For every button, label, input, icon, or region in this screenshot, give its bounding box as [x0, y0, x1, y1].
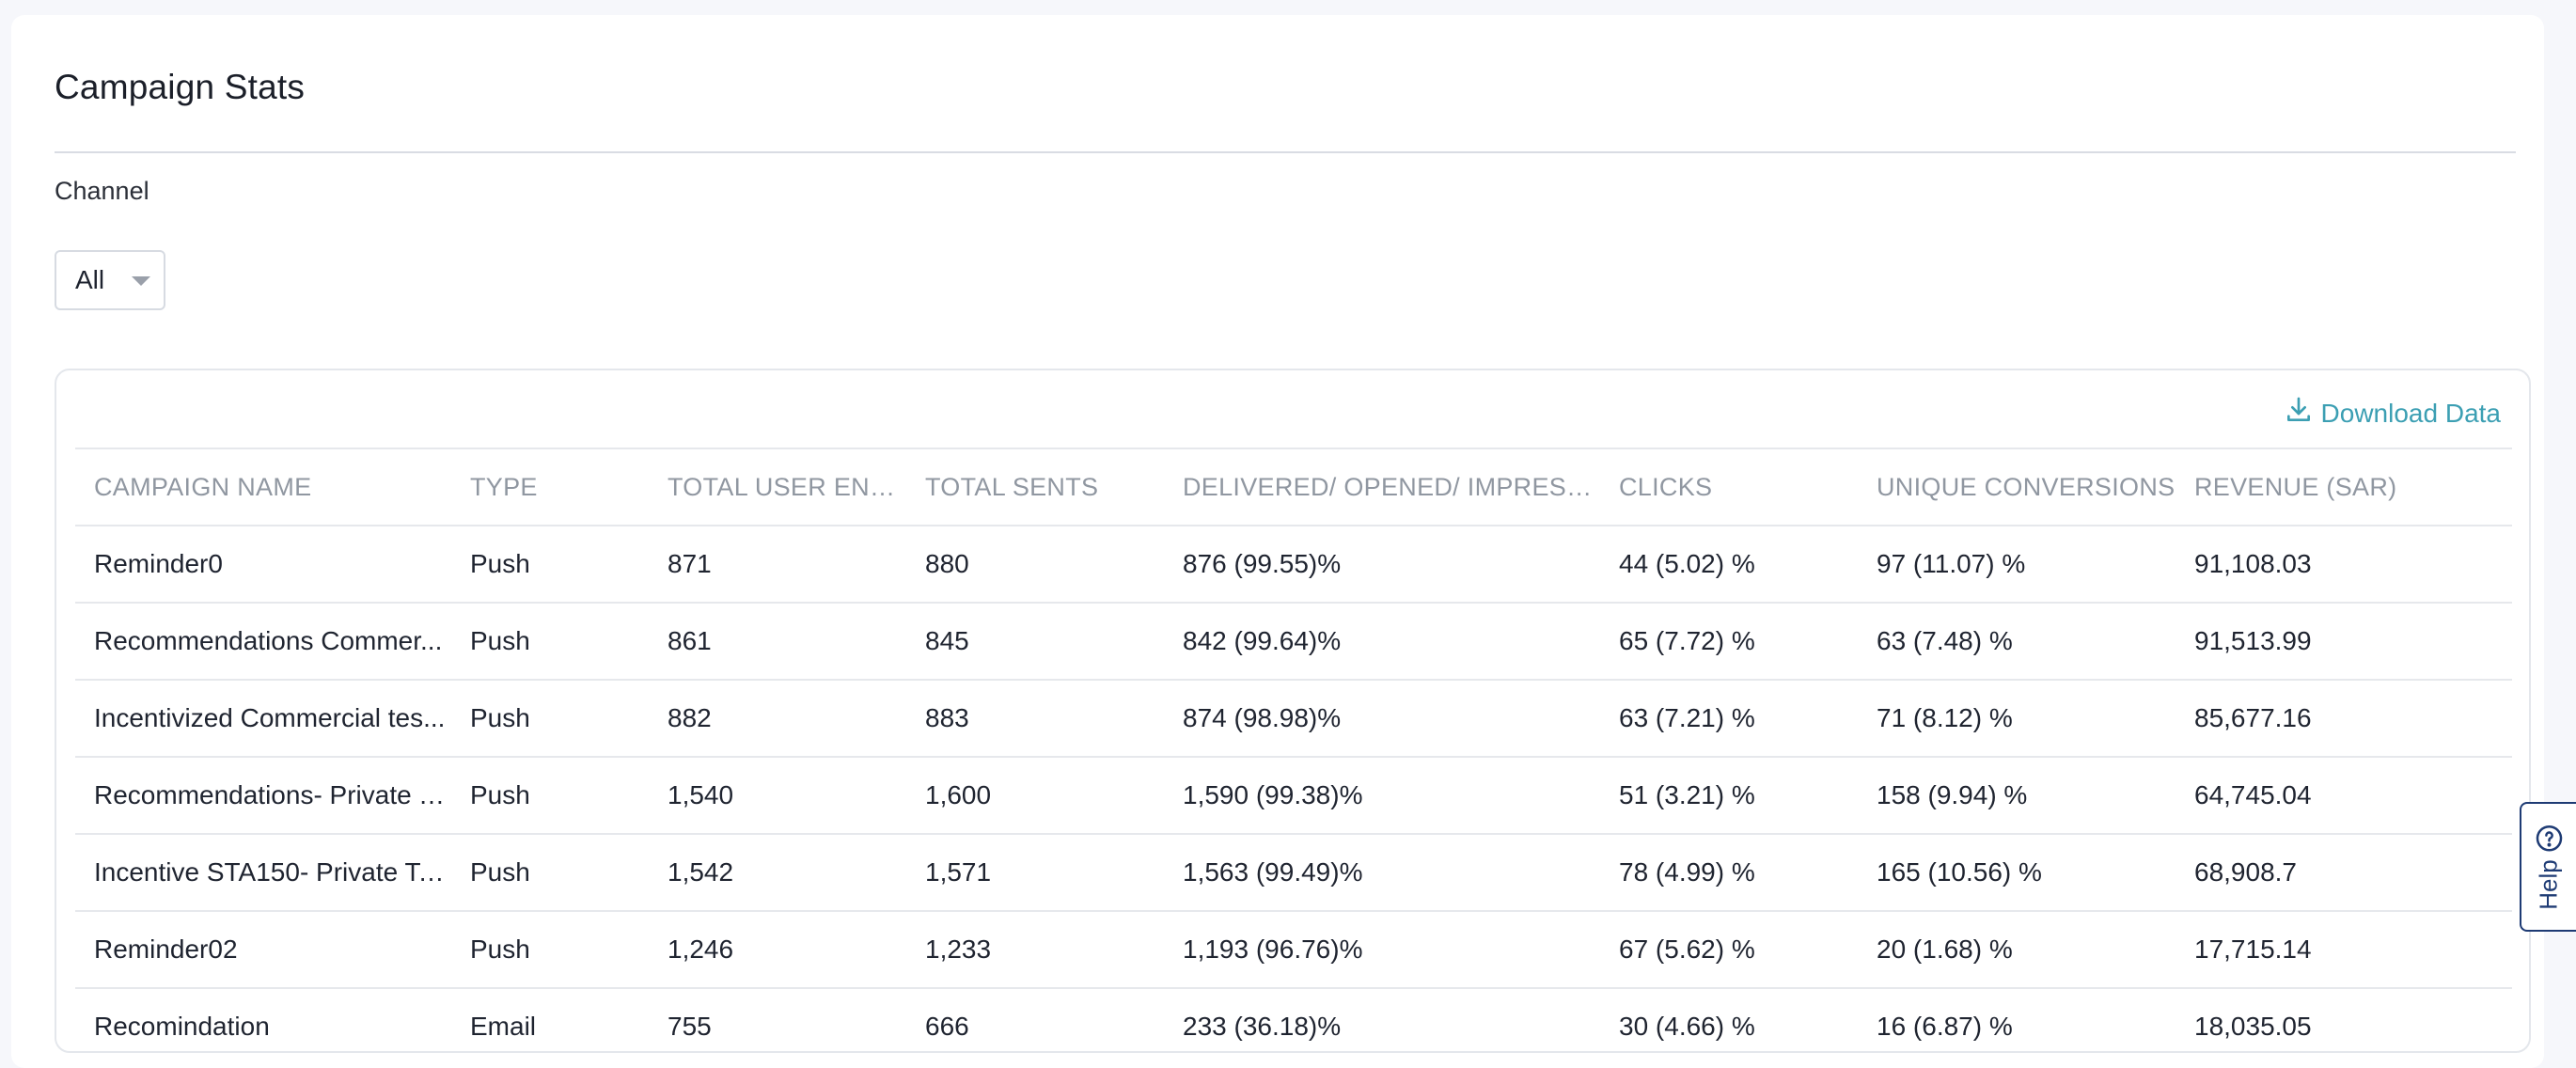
unique-conversions-cell: 16 (6.87) %	[1877, 1012, 2013, 1041]
total-sents-cell: 845	[925, 626, 969, 655]
column-header-campaign-name[interactable]: CAMPAIGN NAME	[94, 473, 312, 501]
campaign-name-cell: Reminder0	[94, 549, 223, 578]
table-row[interactable]: Recomindation Email 755 666 233 (36.18)%…	[75, 989, 2512, 1064]
total-user-entries-cell: 755	[668, 1012, 712, 1041]
campaign-stats-panel: Campaign Stats Channel All Download Data…	[11, 15, 2544, 1068]
revenue-cell: 85,677.16	[2194, 703, 2312, 732]
type-cell: Push	[470, 626, 530, 655]
type-cell: Push	[470, 549, 530, 578]
clicks-cell: 67 (5.62) %	[1619, 934, 1755, 964]
total-user-entries-cell: 861	[668, 626, 712, 655]
total-user-entries-cell: 1,542	[668, 857, 734, 887]
title-divider	[55, 151, 2516, 153]
campaign-name-cell: Reminder02	[94, 934, 238, 964]
unique-conversions-cell: 158 (9.94) %	[1877, 780, 2028, 809]
column-header-total-sents[interactable]: TOTAL SENTS	[925, 473, 1099, 501]
column-header-unique-conversions[interactable]: UNIQUE CONVERSIONS	[1877, 473, 2175, 501]
campaign-name-cell: Recommendations- Private T...	[94, 780, 451, 809]
type-cell: Push	[470, 934, 530, 964]
channel-select[interactable]: All	[55, 250, 165, 310]
total-sents-cell: 883	[925, 703, 969, 732]
table-row[interactable]: Recommendations- Private T... Push 1,540…	[75, 758, 2512, 835]
revenue-cell: 64,745.04	[2194, 780, 2312, 809]
type-cell: Email	[470, 1012, 537, 1041]
help-label: Help	[2534, 859, 2563, 910]
revenue-cell: 91,513.99	[2194, 626, 2312, 655]
column-header-revenue[interactable]: REVENUE (SAR)	[2194, 473, 2397, 501]
help-circle-icon	[2535, 824, 2563, 852]
unique-conversions-cell: 20 (1.68) %	[1877, 934, 2013, 964]
table-header-row: CAMPAIGN NAME TYPE TOTAL USER ENT... TOT…	[75, 448, 2512, 526]
channel-label: Channel	[55, 177, 149, 205]
delivered-cell: 1,193 (96.76)%	[1183, 934, 1363, 964]
campaign-name-cell: Incentivized Commercial tes...	[94, 703, 446, 732]
table-row[interactable]: Reminder0 Push 871 880 876 (99.55)% 44 (…	[75, 526, 2512, 604]
delivered-cell: 874 (98.98)%	[1183, 703, 1342, 732]
total-user-entries-cell: 1,246	[668, 934, 734, 964]
page-title: Campaign Stats	[55, 68, 306, 106]
campaign-name-cell: Recommendations Commer...	[94, 626, 443, 655]
clicks-cell: 30 (4.66) %	[1619, 1012, 1755, 1041]
unique-conversions-cell: 97 (11.07) %	[1877, 549, 2026, 578]
total-user-entries-cell: 871	[668, 549, 712, 578]
revenue-cell: 68,908.7	[2194, 857, 2297, 887]
clicks-cell: 78 (4.99) %	[1619, 857, 1755, 887]
revenue-cell: 18,035.05	[2194, 1012, 2312, 1041]
campaign-name-cell: Incentive STA150- Private Test	[94, 857, 451, 887]
total-sents-cell: 1,600	[925, 780, 992, 809]
table-row[interactable]: Reminder02 Push 1,246 1,233 1,193 (96.76…	[75, 912, 2512, 989]
download-data-button[interactable]: Download Data	[2284, 395, 2501, 432]
delivered-cell: 842 (99.64)%	[1183, 626, 1342, 655]
stats-table-card: Download Data CAMPAIGN NAME TYPE TOTAL U…	[55, 369, 2531, 1053]
total-sents-cell: 666	[925, 1012, 969, 1041]
revenue-cell: 91,108.03	[2194, 549, 2312, 578]
column-header-delivered[interactable]: DELIVERED/ OPENED/ IMPRESS...	[1183, 473, 1596, 501]
delivered-cell: 876 (99.55)%	[1183, 549, 1342, 578]
download-icon	[2284, 395, 2314, 432]
delivered-cell: 1,590 (99.38)%	[1183, 780, 1363, 809]
total-sents-cell: 1,233	[925, 934, 992, 964]
unique-conversions-cell: 165 (10.56) %	[1877, 857, 2042, 887]
total-sents-cell: 1,571	[925, 857, 992, 887]
type-cell: Push	[470, 780, 530, 809]
table-row[interactable]: Recommendations Commer... Push 861 845 8…	[75, 604, 2512, 681]
table-row[interactable]: Incentivized Commercial tes... Push 882 …	[75, 681, 2512, 758]
total-sents-cell: 880	[925, 549, 969, 578]
clicks-cell: 51 (3.21) %	[1619, 780, 1755, 809]
clicks-cell: 63 (7.21) %	[1619, 703, 1755, 732]
help-content: Help	[2534, 824, 2564, 910]
total-user-entries-cell: 882	[668, 703, 712, 732]
campaign-stats-table: CAMPAIGN NAME TYPE TOTAL USER ENT... TOT…	[75, 448, 2512, 1064]
unique-conversions-cell: 71 (8.12) %	[1877, 703, 2013, 732]
delivered-cell: 233 (36.18)%	[1183, 1012, 1342, 1041]
chevron-down-icon	[132, 276, 150, 286]
campaign-name-cell: Recomindation	[94, 1012, 270, 1041]
delivered-cell: 1,563 (99.49)%	[1183, 857, 1363, 887]
column-header-type[interactable]: TYPE	[470, 473, 538, 501]
type-cell: Push	[470, 703, 530, 732]
revenue-cell: 17,715.14	[2194, 934, 2312, 964]
type-cell: Push	[470, 857, 530, 887]
clicks-cell: 65 (7.72) %	[1619, 626, 1755, 655]
table-row[interactable]: Incentive STA150- Private Test Push 1,54…	[75, 835, 2512, 912]
help-button[interactable]: Help	[2520, 802, 2576, 932]
download-data-label: Download Data	[2320, 398, 2501, 428]
column-header-clicks[interactable]: CLICKS	[1619, 473, 1713, 501]
total-user-entries-cell: 1,540	[668, 780, 734, 809]
channel-select-value: All	[75, 265, 105, 294]
unique-conversions-cell: 63 (7.48) %	[1877, 626, 2013, 655]
clicks-cell: 44 (5.02) %	[1619, 549, 1755, 578]
column-header-total-user-entries[interactable]: TOTAL USER ENT...	[668, 473, 903, 501]
